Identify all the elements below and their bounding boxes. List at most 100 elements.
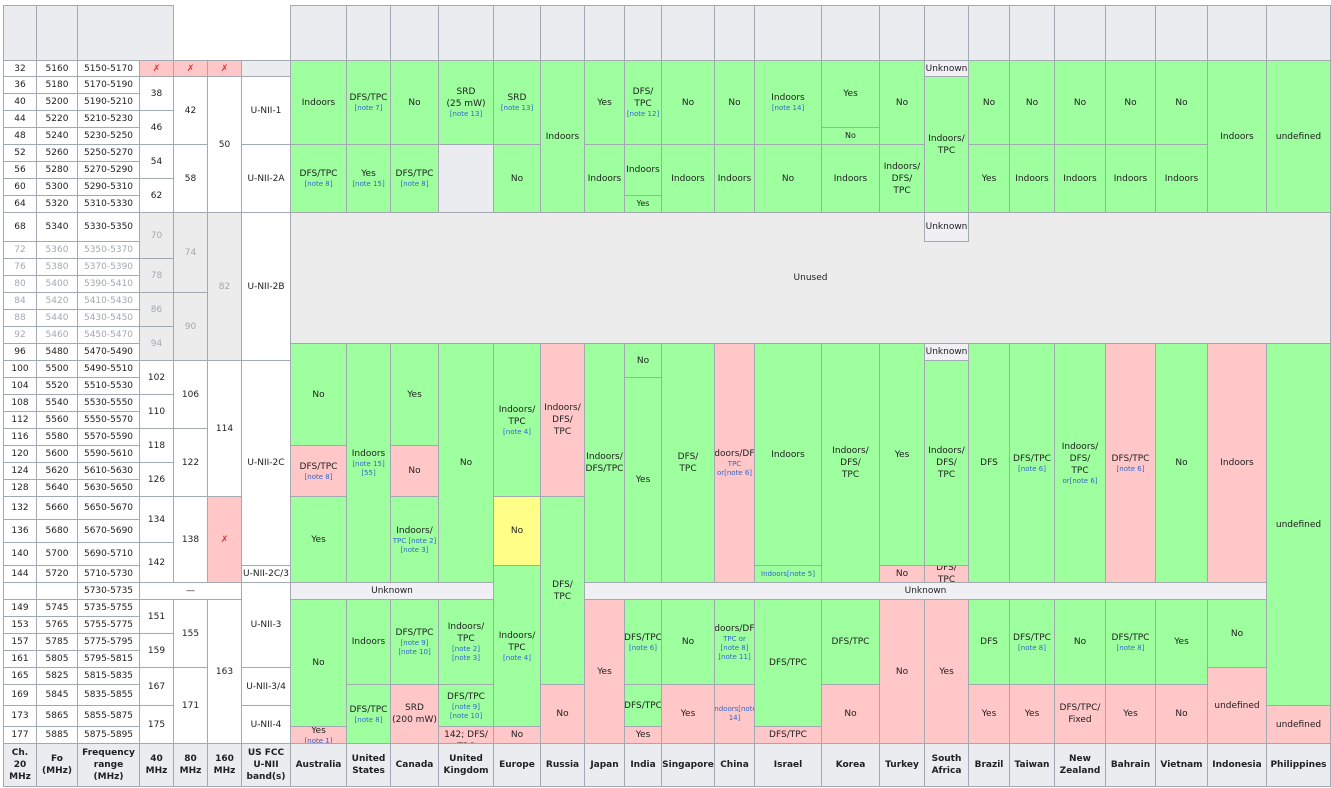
- freq-cell: 5670-5690: [77, 519, 140, 543]
- f-australia: Australia: [290, 743, 347, 787]
- cell-line: 5510-5530: [83, 381, 134, 391]
- cell-line: No: [1175, 709, 1188, 719]
- cell-line: 5855-5875: [83, 711, 134, 721]
- cell-line: 5865: [45, 711, 69, 721]
- status-united-kingdom: SRD (25 mW) [note 13]: [438, 60, 494, 145]
- cell-line: Yes: [680, 709, 696, 719]
- cell-line: No: [845, 131, 856, 140]
- cell-line: 112: [11, 415, 29, 425]
- cell-line: 5380: [45, 262, 69, 272]
- cell-line: DFS/TPC: [769, 658, 807, 668]
- f-philippines: Philippines: [1266, 743, 1331, 787]
- cell-line: TPC: [841, 470, 860, 480]
- cell-line: 40: [150, 754, 163, 764]
- w80-cell: 171: [173, 667, 208, 744]
- cell-line: 5500: [45, 364, 69, 374]
- cell-line: No: [728, 97, 741, 108]
- cell-line: 177: [11, 730, 29, 740]
- unknown-region: Unknown: [924, 60, 969, 77]
- cell-line: Unknown: [925, 222, 968, 232]
- freq-cell: 5650-5670: [77, 496, 140, 520]
- cell-line: 44: [14, 114, 26, 124]
- f0-cell: 5885: [36, 726, 78, 744]
- status-new-zealand: Indoors: [1054, 144, 1106, 213]
- f0-cell: 5180: [36, 76, 78, 94]
- cell-line: 155: [181, 628, 200, 639]
- cell-line: 5835-5855: [83, 690, 134, 700]
- status-south-africa: Yes: [924, 599, 969, 744]
- status-israel: DFS/TPC: [754, 599, 822, 727]
- cell-line: 5785: [45, 637, 69, 647]
- cell-line: No: [312, 389, 325, 400]
- cell-line: undefined: [1275, 519, 1322, 530]
- ch-cell: 100: [3, 360, 37, 378]
- cell-line: [note 9]: [452, 702, 480, 711]
- status-united-states: Indoors [note 15] [55]: [346, 343, 391, 583]
- cell-line: No: [510, 730, 524, 740]
- f0-cell: 5620: [36, 462, 78, 480]
- freq-cell: 5570-5590: [77, 428, 140, 446]
- ch-cell: 92: [3, 326, 37, 344]
- cell-line: undefined: [1275, 719, 1322, 730]
- cell-line: Taiwan: [1014, 760, 1050, 770]
- cell-line: Indoors/: [883, 161, 921, 172]
- status-korea: Indoors/DFS/TPC: [821, 343, 880, 583]
- cell-line: 86: [150, 304, 163, 315]
- cell-line: Unknown: [925, 63, 968, 74]
- cell-line: DFS/: [936, 458, 957, 468]
- status-philippines: undefined: [1266, 705, 1331, 744]
- cell-line: 5805: [45, 654, 69, 664]
- status-brazil: DFS: [968, 343, 1010, 583]
- cell-line: 165: [11, 671, 29, 681]
- f0-cell: 5865: [36, 705, 78, 727]
- ch-cell: 108: [3, 394, 37, 412]
- cell-line: [note 12]: [626, 110, 660, 118]
- unknown-region: Unknown: [584, 582, 1267, 600]
- cell-line: [note 8]: [304, 180, 333, 188]
- cell-line: DFS/: [632, 87, 654, 97]
- cell-line: Russia: [545, 760, 580, 770]
- cell-line: MHz: [179, 766, 202, 776]
- cell-line: Israel: [773, 760, 803, 770]
- cell-line: DFS/TPC: [395, 169, 434, 179]
- cell-line: [note 4]: [503, 427, 531, 436]
- cell-line: Indoors/: [586, 452, 623, 462]
- freq-cell: 5835-5855: [77, 684, 140, 706]
- w80-cell: 106: [173, 360, 208, 429]
- cell-line: Indoors: [833, 173, 868, 184]
- status-vietnam: No: [1155, 60, 1208, 145]
- cell-line: DFS/TPC: [349, 93, 388, 103]
- ch-cell: 88: [3, 309, 37, 327]
- ch-cell: 64: [3, 195, 37, 213]
- f0-cell: 5520: [36, 377, 78, 395]
- f-south-africa: South Africa: [924, 743, 969, 787]
- status-indonesia: undefined: [1207, 667, 1267, 744]
- ch-cell: 124: [3, 462, 37, 480]
- status-brazil: No: [968, 60, 1010, 145]
- cell-line: 5370-5390: [83, 262, 134, 272]
- cell-line: 5290-5310: [83, 182, 134, 192]
- cell-line: 58: [184, 173, 197, 184]
- freq-cell: 5310-5330: [77, 195, 140, 213]
- f0-cell: 5200: [36, 93, 78, 111]
- cell-line: No: [1073, 97, 1087, 108]
- status-australia: DFS/TPC [note 8]: [290, 445, 347, 497]
- f-russia: Russia: [540, 743, 585, 787]
- freq-cell: 5855-5875: [77, 705, 140, 727]
- freq-cell: 5230-5250: [77, 127, 140, 145]
- cell-line: TPC: [937, 470, 956, 480]
- cell-line: 5320: [45, 199, 69, 209]
- cell-line: No: [510, 526, 524, 536]
- cell-line: U-NII-2B: [247, 281, 285, 292]
- f0-cell: 5825: [36, 667, 78, 685]
- status-europe: No: [493, 726, 541, 744]
- cell-line: 5240: [45, 131, 69, 141]
- f0-cell: 5340: [36, 212, 78, 242]
- status-united-kingdom: DFS/SRDch 138 &142; DFS/TPCotherwise: [438, 726, 494, 744]
- freq-cell: 5370-5390: [77, 258, 140, 276]
- fcc-band: U-NII-2B: [241, 212, 291, 361]
- cell-line: 153: [11, 620, 29, 630]
- f0-cell: 5500: [36, 360, 78, 378]
- cell-line: 161: [11, 654, 29, 664]
- cell-line: No: [556, 709, 569, 719]
